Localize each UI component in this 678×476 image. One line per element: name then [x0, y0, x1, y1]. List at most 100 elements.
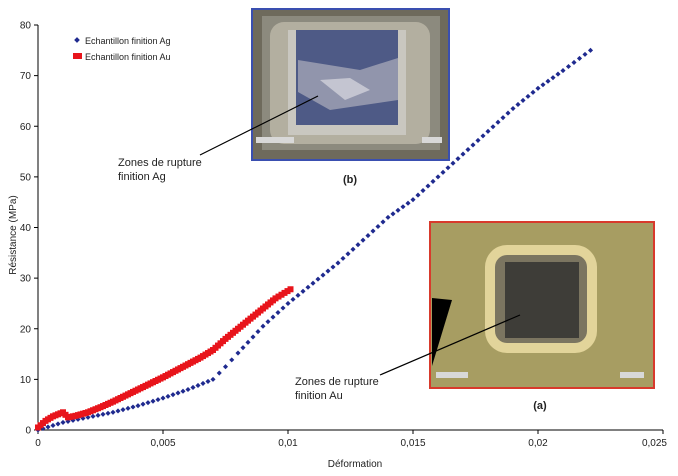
data-point: [545, 78, 551, 84]
data-point: [555, 71, 561, 77]
data-point: [535, 85, 541, 91]
data-point: [110, 409, 116, 415]
data-point: [55, 421, 61, 427]
data-point: [165, 393, 171, 399]
data-point: [455, 156, 461, 162]
data-point: [260, 323, 266, 329]
inset-image-b: [251, 8, 450, 161]
y-ticks: 0 10 20 30 40 50 60 70 80: [20, 21, 38, 437]
x-axis-label: Déformation: [328, 459, 382, 470]
annotation-b-line1: Zones de rupture: [118, 157, 202, 169]
data-point: [370, 228, 376, 234]
data-point: [287, 286, 294, 293]
data-point: [245, 339, 251, 345]
data-point: [525, 93, 531, 99]
data-point: [310, 280, 316, 286]
x-ticks: 0 0,005 0,01 0,015 0,02 0,025: [35, 430, 667, 449]
data-point: [229, 357, 235, 363]
legend-marker-ag: [74, 37, 80, 43]
data-point: [430, 178, 436, 184]
data-point: [280, 305, 286, 311]
annotation-a-arrow: [379, 314, 521, 376]
annotation-a: Zones de rupture finition Au: [295, 314, 521, 402]
data-point: [425, 183, 431, 189]
y-tick-label: 10: [20, 375, 32, 386]
data-point: [490, 124, 496, 130]
data-point: [325, 268, 331, 274]
data-point: [365, 233, 371, 239]
data-point: [135, 403, 141, 409]
data-point: [565, 63, 572, 70]
data-point: [380, 219, 386, 225]
data-point: [185, 386, 191, 393]
legend-label-au: Echantillon finition Au: [85, 52, 171, 62]
data-point: [340, 255, 346, 261]
data-point: [345, 251, 351, 257]
data-point: [200, 380, 206, 386]
annotation-b: Zones de rupture finition Ag: [118, 95, 319, 183]
data-point: [50, 422, 56, 428]
data-point: [150, 398, 156, 404]
data-point: [415, 192, 421, 198]
data-point: [105, 410, 111, 416]
annotation-b-arrow: [199, 95, 319, 156]
data-point: [460, 151, 466, 157]
data-point: [550, 75, 556, 81]
data-point: [240, 345, 246, 351]
annotation-b-line2: finition Ag: [118, 171, 166, 183]
data-point: [500, 115, 506, 121]
data-point: [290, 296, 296, 302]
data-point: [60, 419, 66, 425]
x-tick-label: 0,015: [400, 438, 425, 449]
data-point: [130, 404, 136, 410]
data-point: [360, 237, 366, 243]
data-point: [520, 97, 526, 103]
y-tick-label: 30: [20, 274, 32, 285]
data-point: [160, 395, 166, 401]
data-point: [470, 142, 476, 148]
data-point: [420, 187, 426, 194]
data-point: [400, 204, 406, 210]
data-point: [255, 329, 261, 335]
data-point: [375, 223, 381, 230]
data-point: [90, 413, 96, 419]
data-point: [587, 47, 594, 53]
data-point: [571, 59, 577, 66]
data-point: [505, 110, 511, 116]
data-point: [350, 246, 356, 252]
x-tick-label: 0,02: [528, 438, 548, 449]
data-point: [510, 105, 516, 112]
data-point: [285, 300, 291, 306]
data-point: [445, 165, 451, 171]
data-point: [45, 424, 51, 430]
data-point: [440, 169, 446, 175]
data-point: [120, 407, 126, 413]
data-point: [530, 89, 536, 95]
data-point: [180, 388, 186, 394]
data-point: [205, 378, 211, 384]
data-point: [560, 68, 566, 74]
legend: Echantillon finition Ag Echantillon fini…: [73, 36, 171, 62]
inset-caption-a: (a): [533, 400, 547, 412]
data-point: [140, 401, 146, 407]
data-point: [222, 364, 229, 370]
data-point: [410, 197, 416, 203]
legend-label-ag: Echantillon finition Ag: [85, 36, 171, 46]
y-tick-label: 20: [20, 324, 32, 335]
data-point: [145, 400, 151, 406]
data-point: [465, 146, 471, 153]
data-point: [335, 260, 341, 266]
data-point: [315, 276, 321, 282]
x-tick-label: 0: [35, 438, 41, 449]
inset-caption-b: (b): [343, 174, 357, 186]
data-point: [320, 272, 326, 278]
data-point: [275, 310, 281, 316]
data-point: [265, 319, 271, 325]
y-tick-label: 40: [20, 223, 32, 234]
data-point: [216, 370, 222, 376]
y-tick-label: 0: [25, 426, 31, 437]
y-axis-label: Résistance (MPa): [8, 195, 19, 274]
legend-marker-au: [73, 53, 82, 59]
data-point: [540, 82, 546, 88]
